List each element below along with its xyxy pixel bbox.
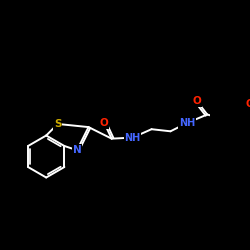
Text: NH: NH xyxy=(124,132,141,142)
Text: O: O xyxy=(192,96,201,106)
Text: NH: NH xyxy=(179,118,196,128)
Text: O: O xyxy=(100,118,109,128)
Text: N: N xyxy=(72,145,81,155)
Text: O: O xyxy=(245,99,250,109)
Text: S: S xyxy=(54,119,62,129)
